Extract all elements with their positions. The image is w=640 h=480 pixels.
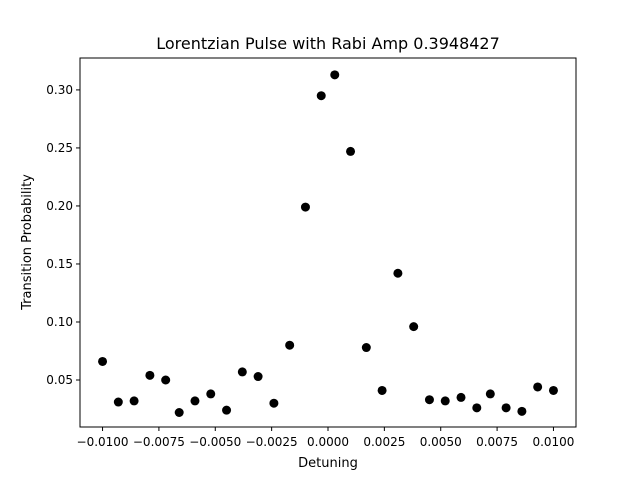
data-point-19 [377,385,387,395]
y-tick-label: 0.25 [46,141,73,155]
data-point-11 [253,372,263,382]
data-point-20 [393,268,403,278]
data-point-3 [129,396,139,406]
y-tick-label: 0.30 [46,83,73,97]
chart-title: Lorentzian Pulse with Rabi Amp 0.3948427 [156,34,500,53]
data-point-28 [517,406,527,416]
x-axis-label: Detuning [298,456,358,471]
x-tick-label: −0.0075 [133,435,185,449]
x-tick-label: 0.0075 [476,435,518,449]
data-point-10 [237,367,247,377]
data-point-6 [174,407,184,417]
x-tick-label: 0.0000 [307,435,349,449]
data-point-14 [300,202,310,212]
data-point-7 [190,396,200,406]
data-point-12 [269,398,279,408]
y-axis-ticks: 0.05 0.10 0.15 0.20 0.25 0.30 [46,83,80,387]
x-tick-label: −0.0025 [246,435,298,449]
data-point-22 [424,395,434,405]
data-point-24 [456,392,466,402]
x-tick-label: 0.0050 [420,435,462,449]
data-point-26 [485,389,495,399]
data-point-25 [472,403,482,413]
data-point-9 [222,405,232,415]
data-point-27 [501,403,511,413]
data-point-30 [548,385,558,395]
x-tick-label: 0.0100 [532,435,574,449]
data-point-5 [161,375,171,385]
data-point-16 [330,70,340,80]
data-point-23 [440,396,450,406]
data-point-18 [361,343,371,353]
x-axis-ticks: −0.0100 −0.0075 −0.0050 −0.0025 0.0000 0.0025… [77,427,574,449]
x-tick-label: −0.0050 [189,435,241,449]
plot-marks [98,70,558,417]
data-point-29 [533,382,543,392]
data-point-13 [285,340,295,350]
y-tick-label: 0.15 [46,257,73,271]
data-point-15 [316,91,326,101]
x-tick-label: 0.0025 [363,435,405,449]
data-point-21 [409,322,419,332]
x-tick-label: −0.0100 [77,435,129,449]
y-axis-label: Transition Probability [20,174,35,311]
data-point-2 [113,397,123,407]
data-point-4 [145,370,155,380]
data-point-17 [346,146,356,156]
data-point-8 [206,389,216,399]
y-tick-label: 0.20 [46,199,73,213]
data-point-1 [98,356,108,366]
y-tick-label: 0.05 [46,373,73,387]
axes-frame [79,57,577,428]
y-tick-label: 0.10 [46,315,73,329]
